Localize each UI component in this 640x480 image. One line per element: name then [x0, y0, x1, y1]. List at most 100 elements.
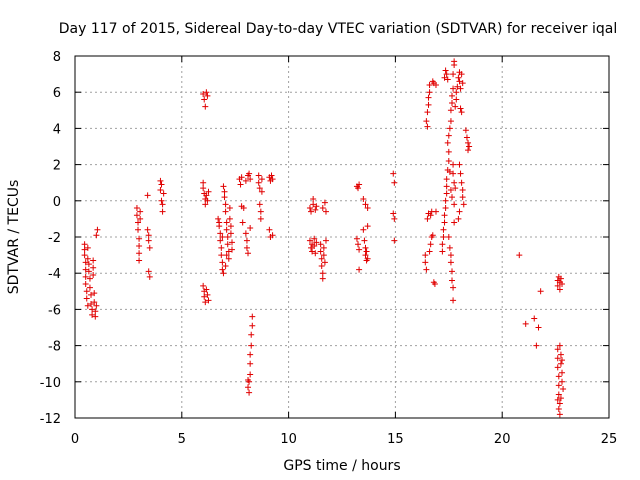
y-tick-label: 4 [53, 122, 61, 137]
data-point [223, 252, 230, 259]
data-point [217, 237, 224, 244]
data-point [319, 205, 326, 212]
data-point [313, 239, 320, 246]
data-point [81, 246, 88, 253]
data-point [391, 237, 398, 244]
data-point [144, 192, 151, 199]
data-point [462, 127, 469, 134]
data-point [353, 235, 360, 242]
data-point [449, 268, 456, 275]
data-point [90, 272, 97, 279]
data-point [458, 109, 465, 116]
data-point [554, 346, 561, 353]
data-point [554, 364, 561, 371]
data-point [223, 219, 230, 226]
data-point [458, 179, 465, 186]
data-point [557, 351, 564, 358]
data-point [226, 205, 233, 212]
data-point [432, 81, 439, 88]
data-point [444, 76, 451, 83]
data-point [424, 109, 431, 116]
data-point [90, 264, 97, 271]
data-point [311, 243, 318, 250]
data-point [238, 174, 245, 181]
data-point [560, 386, 567, 393]
data-point [85, 261, 92, 268]
data-point [456, 161, 463, 168]
data-point [82, 259, 89, 266]
data-point [201, 293, 208, 300]
data-point [224, 234, 231, 240]
y-axis-label: SDTVAR / TECUs [6, 180, 22, 295]
data-point [440, 226, 447, 233]
x-tick-label: 10 [280, 432, 297, 447]
data-point [556, 286, 563, 293]
data-point [157, 177, 164, 184]
x-tick-label: 20 [494, 432, 511, 447]
data-point [84, 255, 91, 262]
data-point [92, 308, 99, 315]
data-point [321, 199, 328, 206]
data-point [218, 252, 225, 259]
data-point [427, 212, 434, 219]
data-point [243, 237, 250, 244]
data-point [200, 185, 207, 192]
data-point [440, 234, 447, 240]
data-point [453, 89, 460, 96]
data-point [225, 248, 232, 255]
x-tick-label: 15 [387, 432, 404, 447]
x-axis-label: GPS time / hours [283, 458, 400, 474]
data-point [447, 186, 454, 193]
data-point [559, 369, 566, 376]
data-point [228, 246, 235, 253]
data-point [364, 255, 371, 262]
data-point [463, 134, 470, 141]
data-point [442, 67, 449, 74]
data-point [227, 230, 234, 237]
data-point [442, 205, 449, 212]
data-point [424, 123, 431, 130]
data-point [144, 226, 151, 233]
data-point [391, 179, 398, 186]
data-point [321, 259, 328, 266]
data-point [363, 248, 370, 255]
data-point [465, 147, 472, 154]
data-point [556, 411, 563, 418]
data-point [457, 105, 464, 112]
data-point [158, 181, 165, 188]
data-point [239, 219, 246, 226]
data-point [91, 290, 98, 297]
y-tick-label: 0 [53, 195, 61, 210]
data-point [422, 259, 429, 266]
x-tick-label: 25 [601, 432, 618, 447]
y-tick-label: -8 [48, 340, 61, 355]
data-point [218, 244, 225, 251]
data-point [226, 215, 233, 222]
data-point [202, 103, 209, 110]
data-point [446, 125, 453, 132]
data-point [306, 237, 313, 244]
data-point [81, 241, 88, 248]
data-point [200, 282, 207, 289]
data-point [86, 284, 93, 291]
y-tick-label: -6 [48, 303, 61, 318]
data-point [145, 237, 152, 244]
x-tick-label: 0 [71, 432, 79, 447]
data-point [427, 241, 434, 248]
data-point [137, 208, 144, 215]
data-point [429, 232, 436, 239]
data-point [228, 239, 235, 246]
data-point [86, 275, 93, 282]
data-point [269, 232, 276, 239]
data-point [426, 89, 433, 96]
data-point [83, 295, 90, 302]
data-point [312, 206, 319, 213]
data-point [361, 237, 368, 244]
data-point [555, 382, 562, 389]
data-point [137, 215, 144, 222]
data-point [557, 360, 564, 367]
data-point [442, 197, 449, 204]
data-point [424, 215, 431, 222]
data-point [450, 71, 457, 78]
